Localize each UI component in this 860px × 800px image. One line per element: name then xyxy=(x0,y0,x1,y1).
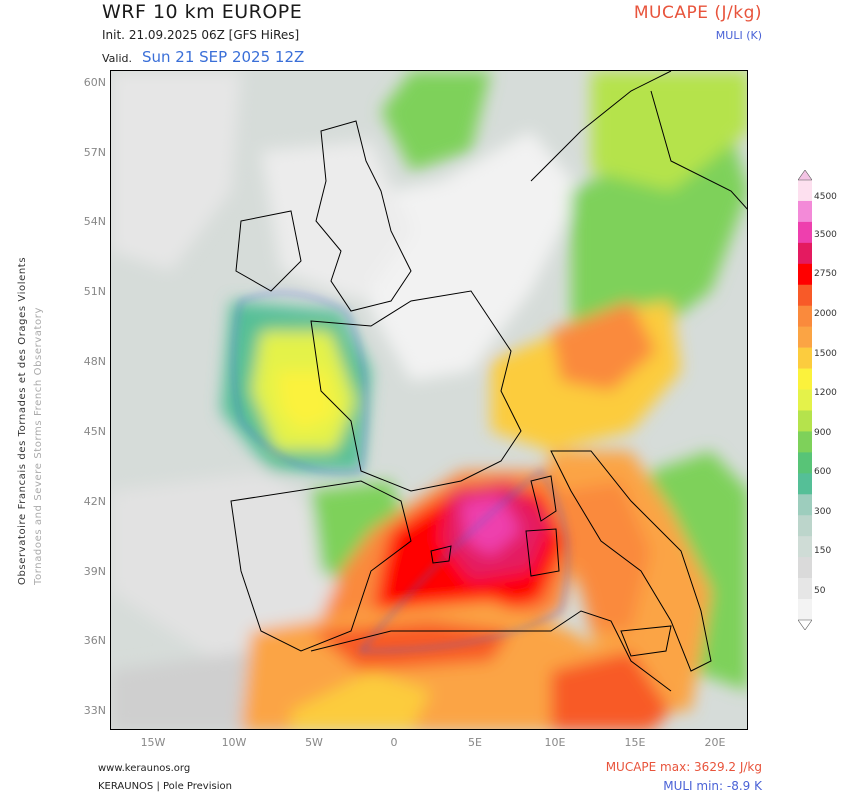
colorbar-cell xyxy=(798,599,812,621)
init-time: Init. 21.09.2025 06Z [GFS HiRes] xyxy=(102,28,300,42)
colorbar xyxy=(798,170,812,630)
colorbar-label: 3500 xyxy=(814,230,837,240)
colorbar-cell xyxy=(798,452,812,474)
lon-label-10w: 10W xyxy=(221,736,247,749)
lat-label-39n: 39N xyxy=(83,565,106,578)
lat-label-48n: 48N xyxy=(83,355,106,368)
colorbar-cell xyxy=(798,578,812,600)
lat-label-33n: 33N xyxy=(83,704,106,717)
lat-label-36n: 36N xyxy=(83,634,106,647)
lon-label-15e: 15E xyxy=(624,736,646,749)
lat-label-51n: 51N xyxy=(83,285,106,298)
colorbar-bottom-arrow xyxy=(798,619,812,630)
colorbar-cell xyxy=(798,410,812,432)
colorbar-cell xyxy=(798,180,812,202)
colorbar-label: 1200 xyxy=(814,388,837,398)
valid-label: Valid. xyxy=(102,52,133,65)
footer-website: www.keraunos.org xyxy=(98,763,191,774)
colorbar-cell xyxy=(798,557,812,579)
footer-organization: KERAUNOS | Pole Prevision xyxy=(98,781,232,792)
lon-label-20e: 20E xyxy=(704,736,726,749)
colorbar-cell xyxy=(798,515,812,537)
lat-label-57n: 57N xyxy=(83,146,106,159)
colorbar-label: 150 xyxy=(814,546,832,556)
muli-min-readout: MULI min: -8.9 K xyxy=(663,779,762,793)
colorbar-label: 2000 xyxy=(814,309,837,319)
colorbar-cell xyxy=(798,284,812,307)
forecast-map xyxy=(110,70,748,730)
colorbar-cell xyxy=(798,200,812,223)
colorbar-cell xyxy=(798,263,812,286)
colorbar-cell xyxy=(798,389,812,411)
colorbar-label: 4500 xyxy=(814,192,837,202)
mucape-max-readout: MUCAPE max: 3629.2 J/kg xyxy=(605,760,762,774)
colorbar-cell xyxy=(798,221,812,244)
colorbar-cell xyxy=(798,473,812,495)
colorbar-cell xyxy=(798,326,812,348)
colorbar-cell xyxy=(798,305,812,327)
valid-time: Sun 21 SEP 2025 12Z xyxy=(142,48,305,66)
colorbar-cell xyxy=(798,242,812,265)
lat-label-54n: 54N xyxy=(83,215,106,228)
colorbar-label: 2750 xyxy=(814,269,837,279)
lon-label-10e: 10E xyxy=(544,736,566,749)
colorbar-label: 600 xyxy=(814,467,832,477)
colorbar-top-arrow xyxy=(798,170,812,181)
colorbar-label: 1500 xyxy=(814,349,837,359)
colorbar-cell xyxy=(798,368,812,390)
colorbar-cell xyxy=(798,431,812,453)
map-title: WRF 10 km EUROPE xyxy=(102,1,303,23)
side-caption-french: Observatoire Francais des Tornades et de… xyxy=(17,256,28,585)
lat-label-45n: 45N xyxy=(83,425,106,438)
colorbar-label: 300 xyxy=(814,507,832,517)
lon-label-0: 0 xyxy=(390,736,398,749)
parameter-title: MUCAPE (J/kg) xyxy=(633,3,762,23)
lon-label-5w: 5W xyxy=(305,736,323,749)
colorbar-cell xyxy=(798,347,812,369)
colorbar-cell xyxy=(798,536,812,558)
colorbar-label: 50 xyxy=(814,586,826,596)
colorbar-cell xyxy=(798,494,812,516)
side-caption-english: Tornadoes and Severe Storms French Obser… xyxy=(33,307,44,585)
map-canvas xyxy=(111,71,747,729)
lon-label-15w: 15W xyxy=(140,736,166,749)
lat-label-42n: 42N xyxy=(83,495,106,508)
lat-label-60n: 60N xyxy=(83,76,106,89)
colorbar-cells xyxy=(798,180,812,621)
coastlines xyxy=(230,71,747,692)
colorbar-label: 900 xyxy=(814,428,832,438)
parameter-subtitle: MULI (K) xyxy=(715,29,762,42)
lon-label-5e: 5E xyxy=(468,736,482,749)
